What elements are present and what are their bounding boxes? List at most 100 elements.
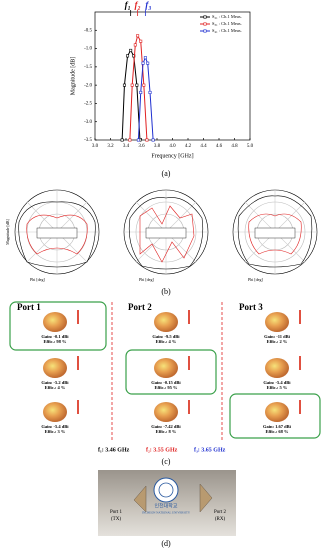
color-scale — [299, 310, 301, 324]
y-tick-label: -1.5 — [84, 65, 92, 70]
efficiency: Effic.: 5 % — [267, 385, 288, 390]
photo-logo-sub: INCHEON NATIONAL UNIVERSITY — [142, 511, 191, 515]
x-tick-label: 3.4 — [123, 144, 130, 149]
gain: Gain: -5.4 dBi — [263, 380, 291, 385]
x-tick-label: 3.6 — [138, 144, 145, 149]
point — [122, 83, 126, 87]
color-scale — [188, 310, 190, 324]
port-title: Port 2 — [128, 302, 152, 312]
series-line — [129, 34, 148, 141]
x-tick-label: 4.8 — [231, 144, 238, 149]
efficiency: Effic.: 95 % — [154, 385, 178, 390]
point — [142, 83, 146, 87]
point — [141, 61, 145, 65]
pattern-3d — [154, 358, 178, 378]
legend-marker — [203, 29, 207, 33]
photo-label: (TX) — [111, 517, 121, 522]
gain: Gain: -9.5 dBi — [152, 334, 180, 339]
polar-plots — [14, 189, 318, 275]
photo-label: (RX) — [215, 517, 226, 522]
efficiency: Effic.: 4 % — [156, 339, 177, 344]
color-scale — [77, 356, 79, 370]
point — [129, 48, 133, 52]
frequency: f₂: 3.55 GHz — [146, 447, 178, 453]
pattern-3d — [154, 312, 178, 332]
frequency: f₁: 3.46 GHz — [98, 447, 130, 453]
efficiency: Effic.: 3 % — [45, 429, 66, 434]
color-scale — [77, 400, 79, 414]
gain: Gain: -11 dBi — [264, 334, 291, 339]
pattern-3d — [43, 358, 67, 378]
efficiency: Effic.: 2 % — [267, 339, 288, 344]
pattern-3d — [265, 358, 289, 378]
y-axis-label: Magnitude [dB] — [70, 57, 76, 96]
annotation: f₁ — [125, 0, 131, 10]
panel-label: (c) — [162, 457, 171, 466]
x-tick-label: 5.0 — [247, 144, 254, 149]
point — [139, 90, 143, 94]
gain: Gain: -5.4 dBi — [41, 424, 69, 429]
gain: Gain: -5.2 dBi — [41, 380, 69, 385]
chart-a: 3.0 3.2 3.4 3.6 3.8 4.0 4.2 4.4 4.6 4.8 5.0 -3.5 -3.… — [70, 0, 253, 159]
y-tick-label: -2.0 — [84, 83, 92, 88]
point — [135, 83, 139, 87]
gain: Gain: 1.67 dBi — [263, 424, 292, 429]
pattern-3d — [43, 312, 67, 332]
point — [151, 138, 155, 142]
annotation: f₂ — [135, 0, 141, 10]
legend-label: S₃₁ : Ch.1 Meas. — [212, 21, 242, 26]
point — [133, 43, 137, 47]
point — [136, 34, 140, 38]
y-tick-label: -0.5 — [84, 28, 92, 33]
color-scale — [77, 310, 79, 324]
frequency: f₃: 3.65 GHz — [194, 447, 226, 453]
port-title: Port 3 — [239, 302, 263, 312]
legend-marker — [203, 15, 207, 19]
legend-label: S₂₁ : Ch.1 Meas. — [212, 14, 242, 19]
x-tick-label: 3.0 — [92, 144, 99, 149]
polar — [14, 189, 100, 275]
x-tick-label: 4.6 — [216, 144, 223, 149]
efficiency: Effic.: 4 % — [45, 385, 66, 390]
photo: 인천대학교 INCHEON NATIONAL UNIVERSITY Port 1… — [98, 470, 236, 536]
polar-xlabel: Phi [deg] — [248, 277, 263, 282]
point — [146, 61, 150, 65]
frequency-line: f₁: 3.46 GHz f₂: 3.55 GHz f₃: 3.65 GHz — [98, 447, 226, 453]
polar-ylabel: Magnitude [dB] — [5, 219, 10, 245]
point — [120, 138, 124, 142]
annotation: f₃ — [145, 0, 151, 10]
point — [136, 138, 140, 142]
polar — [123, 189, 209, 275]
point — [145, 138, 149, 142]
x-tick-label: 4.2 — [185, 144, 192, 149]
photo-label: Port 2 — [214, 510, 227, 515]
panel-label: (d) — [161, 539, 171, 548]
x-tick-label: 4.0 — [169, 144, 176, 149]
point — [128, 138, 132, 142]
point — [130, 83, 134, 87]
x-tick-label: 3.8 — [154, 144, 161, 149]
x-tick-label: 3.2 — [107, 144, 114, 149]
efficiency: Effic.: 68 % — [265, 429, 289, 434]
polar-xlabel: Phi [deg] — [30, 277, 45, 282]
color-scale — [188, 356, 190, 370]
color-scale — [188, 400, 190, 414]
series-line — [121, 49, 141, 141]
y-tick-label: -3.5 — [84, 138, 92, 143]
point — [139, 39, 143, 43]
photo-label: Port 1 — [110, 510, 123, 515]
photo-logo: 인천대학교 — [154, 503, 177, 510]
x-axis-label: Frequency [GHz] — [151, 153, 193, 159]
point — [148, 90, 152, 94]
pattern-3d — [154, 402, 178, 422]
panel-label: (a) — [162, 169, 171, 178]
panel-label: (b) — [161, 287, 171, 296]
polar — [232, 189, 318, 275]
color-scale — [299, 400, 301, 414]
legend-marker — [203, 22, 207, 26]
point — [126, 54, 130, 58]
gain: Gain: -0.15 dBi — [151, 380, 181, 385]
